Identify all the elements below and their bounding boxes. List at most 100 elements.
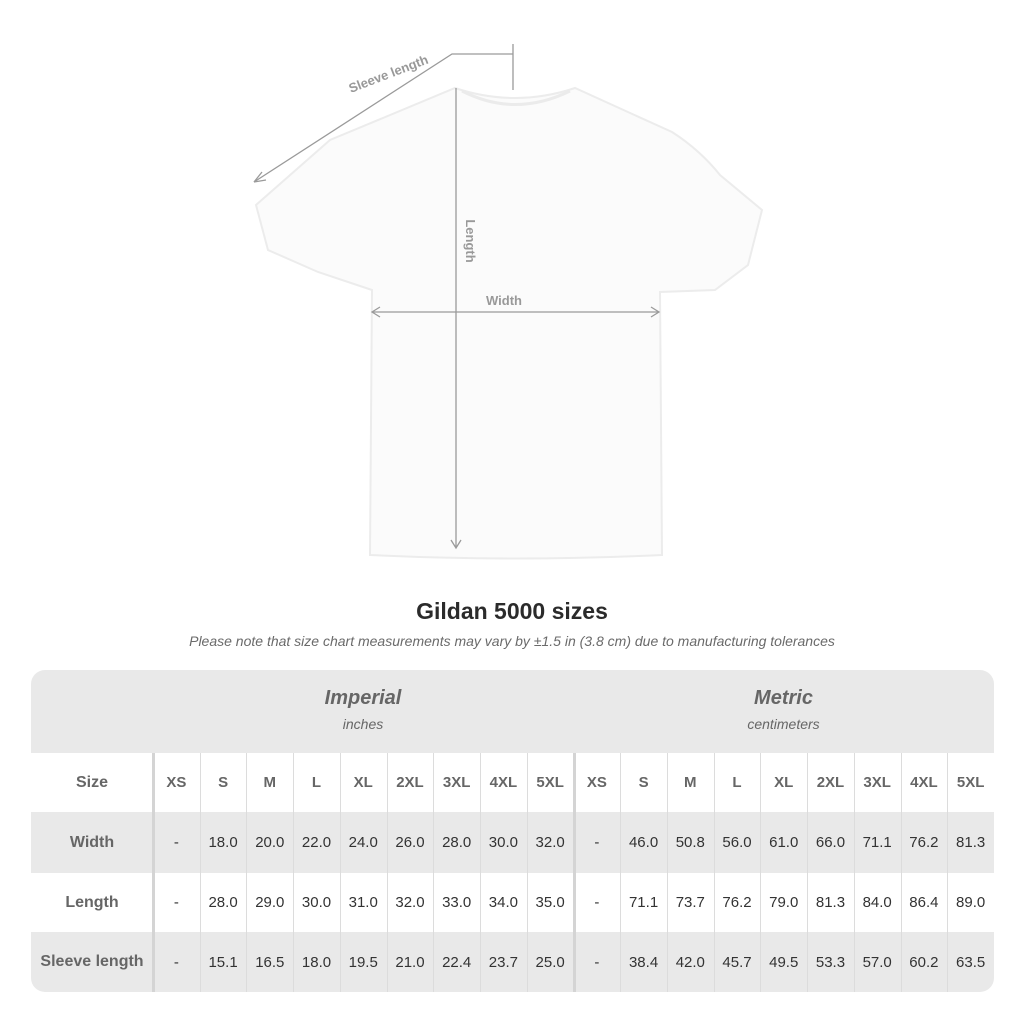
metric-unit: centimeters [747,716,820,732]
column-divider [386,753,388,992]
size-header-5xl: 5XL [536,774,564,791]
column-divider [620,753,622,992]
column-divider [572,753,576,992]
imperial-value-cell: 18.0 [208,834,238,851]
sleeve-arrow-head [253,171,267,183]
page-title: Gildan 5000 sizes [416,598,608,624]
size-header-l: L [311,774,322,791]
row-label: Length [65,893,119,911]
imperial-value-cell: 16.5 [255,953,285,971]
column-divider [293,753,295,992]
size-header-5xl: 5XL [956,774,985,791]
metric-value-cell: - [594,834,600,851]
metric-value-cell: 73.7 [675,894,705,911]
size-header-s: S [638,774,649,791]
size-header-l: L [732,774,742,791]
column-divider [807,753,809,992]
imperial-value-cell: 23.7 [488,953,518,971]
metric-value-cell: 56.0 [722,834,752,851]
metric-value-cell: - [594,894,600,911]
length-line [450,88,462,550]
metric-value-cell: 81.3 [815,894,846,911]
size-header-m: M [684,774,697,791]
imperial-value-cell: - [173,894,179,911]
imperial-value-cell: 32.0 [535,834,565,851]
metric-value-cell: 53.3 [815,953,846,971]
size-header-label: Size [75,773,108,791]
metric-value-cell: 45.7 [722,953,752,971]
imperial-value-cell: 24.0 [348,834,378,851]
metric-value-cell: 86.4 [909,894,939,911]
imperial-title: Imperial [324,687,402,709]
metric-value-cell: 76.2 [722,894,752,911]
imperial-value-cell: - [173,953,179,971]
metric-value-cell: 50.8 [675,834,705,851]
imperial-value-cell: 29.0 [255,894,285,911]
row-band-width [31,812,994,873]
width-line [370,306,661,318]
metric-value-cell: 46.0 [628,834,659,851]
imperial-value-cell: 25.0 [535,953,565,971]
length-label: Length [463,219,478,262]
metric-value-cell: 89.0 [956,894,986,911]
column-divider [246,753,248,992]
imperial-value-cell: 21.0 [395,953,425,971]
neckline [461,89,571,106]
imperial-value-cell: 28.0 [208,894,238,911]
imperial-unit: inches [342,716,384,732]
imperial-header: Imperial inches [153,670,573,753]
row-label: Sleeve length [40,953,144,970]
imperial-value-cell: 30.0 [301,894,332,911]
size-header-4xl: 4XL [910,774,938,791]
size-table: Imperial inches Metric centimeters Size X… [31,670,994,992]
metric-value-cell: 79.0 [769,894,799,911]
tshirt-diagram: Sleeve length Length Width [253,44,764,560]
size-header-s: S [218,774,229,791]
metric-value-cell: 76.2 [909,834,939,851]
header-band [31,670,994,753]
metric-value-cell: 84.0 [862,894,892,911]
imperial-value-cell: 33.0 [442,894,472,911]
metric-value-cell: 63.5 [956,953,986,971]
column-divider [526,753,528,992]
tshirt-shape [254,86,764,560]
imperial-value-cell: 22.0 [301,834,332,851]
imperial-value-cell: 19.5 [348,953,378,971]
sleeve-length-line [253,44,514,183]
size-header-xl: XL [353,774,373,791]
column-divider [947,753,949,992]
imperial-value-cell: 30.0 [488,834,518,851]
imperial-value-cell: 18.0 [301,953,332,971]
column-divider [900,753,902,992]
sleeve-length-label: Sleeve length [347,52,431,96]
imperial-value-cell: 22.4 [442,953,472,971]
imperial-value-cell: 31.0 [348,894,378,911]
metric-value-cell: 49.5 [769,953,799,971]
metric-value-cell: - [594,953,600,971]
tolerance-note: Please note that size chart measurements… [189,633,835,649]
column-divider [853,753,855,992]
metric-value-cell: 42.0 [675,953,705,971]
imperial-value-cell: 26.0 [395,834,425,851]
metric-value-cell: 61.0 [769,834,799,851]
size-header-3xl: 3XL [442,774,471,791]
metric-value-cell: 57.0 [862,953,892,971]
column-divider [666,753,668,992]
row-band-sleeve [31,932,994,992]
imperial-value-cell: 15.1 [208,953,238,971]
imperial-value-cell: 35.0 [535,894,565,911]
column-divider [339,753,341,992]
size-header-4xl: 4XL [489,774,518,791]
metric-header: Metric centimeters [573,670,994,753]
metric-value-cell: 66.0 [815,834,846,851]
column-divider [713,753,715,992]
size-header-m: M [263,774,277,791]
column-divider [480,753,482,992]
metric-value-cell: 71.1 [628,894,659,911]
row-label: Width [69,833,115,851]
size-header-3xl: 3XL [863,774,891,791]
column-divider [760,753,762,992]
width-label: Width [486,293,522,308]
metric-value-cell: 71.1 [862,834,892,851]
imperial-value-cell: 34.0 [488,894,518,911]
